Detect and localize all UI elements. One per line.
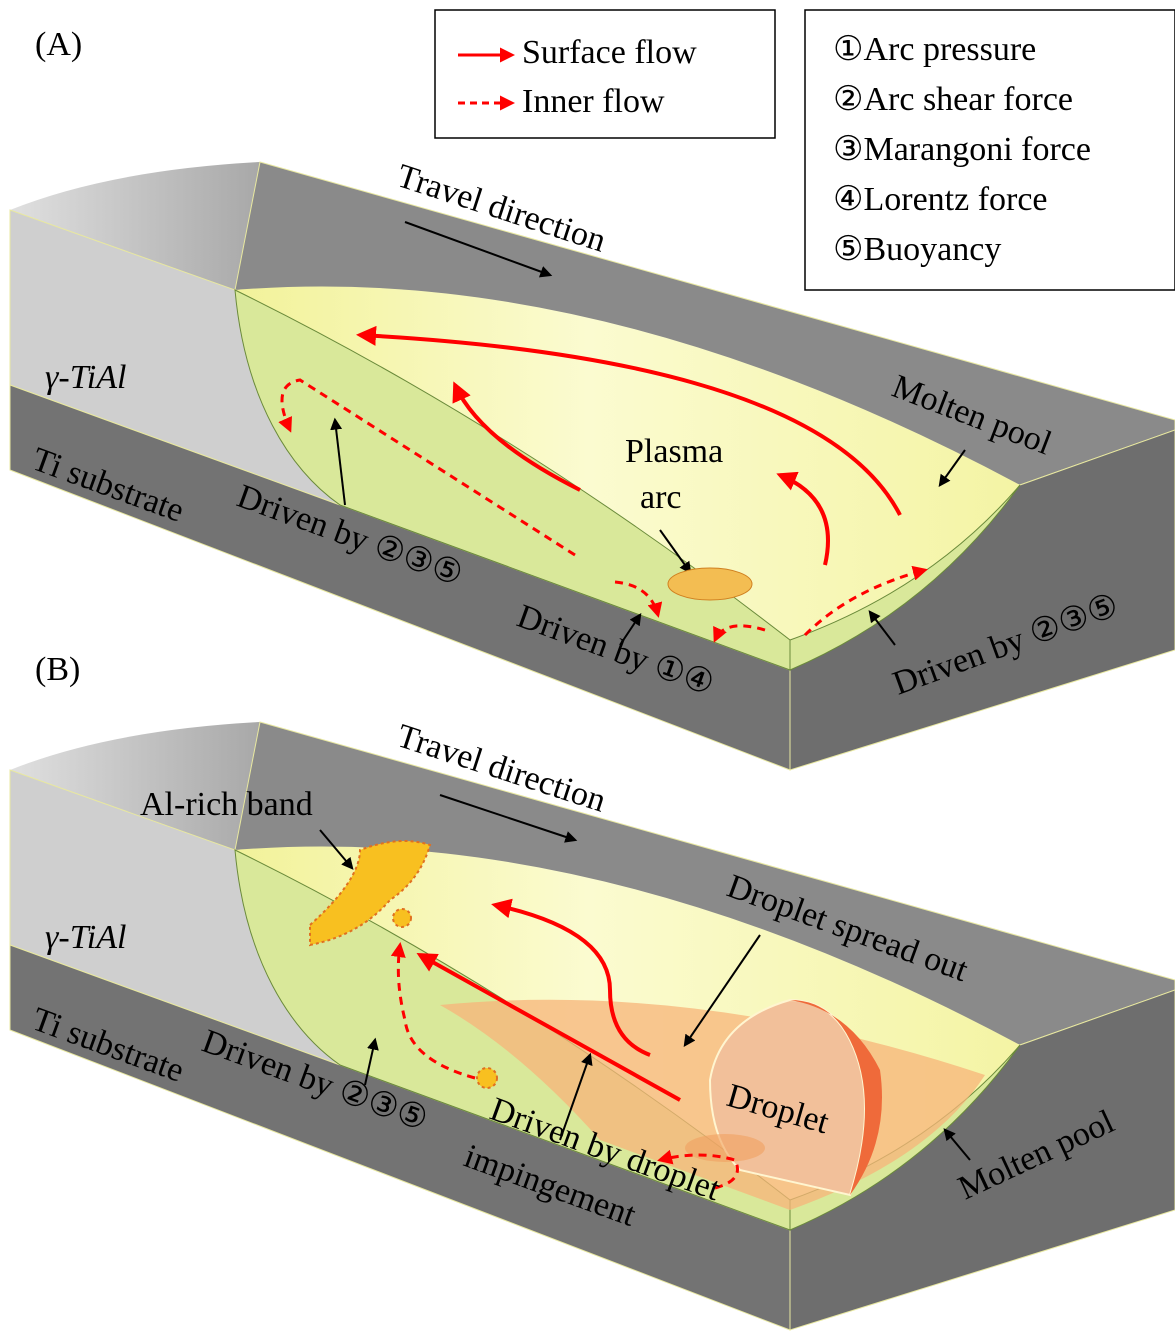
layer-label: γ-TiAl bbox=[45, 359, 126, 396]
legend-label: Surface flow bbox=[522, 34, 697, 71]
force: ③Marangoni force bbox=[833, 131, 1091, 168]
force: ④Lorentz force bbox=[833, 181, 1048, 218]
particle bbox=[393, 909, 411, 927]
panel-label: (A) bbox=[35, 26, 82, 63]
diagram: (A) Surface flow Inner flow ①Arc pressur… bbox=[0, 0, 1175, 1332]
legend-label: Inner flow bbox=[522, 83, 665, 120]
impact-zone bbox=[685, 1134, 765, 1162]
force: ⑤Buoyancy bbox=[833, 231, 1001, 268]
force: ②Arc shear force bbox=[833, 81, 1073, 118]
panel-label: (B) bbox=[35, 651, 80, 688]
layer-label: γ-TiAl bbox=[45, 919, 126, 956]
particle bbox=[477, 1068, 497, 1088]
plasma-arc bbox=[668, 568, 752, 600]
arc-label: arc bbox=[640, 479, 682, 516]
band-label: Al-rich band bbox=[140, 786, 313, 823]
force: ①Arc pressure bbox=[833, 31, 1036, 68]
arc-label: Plasma bbox=[625, 433, 723, 470]
